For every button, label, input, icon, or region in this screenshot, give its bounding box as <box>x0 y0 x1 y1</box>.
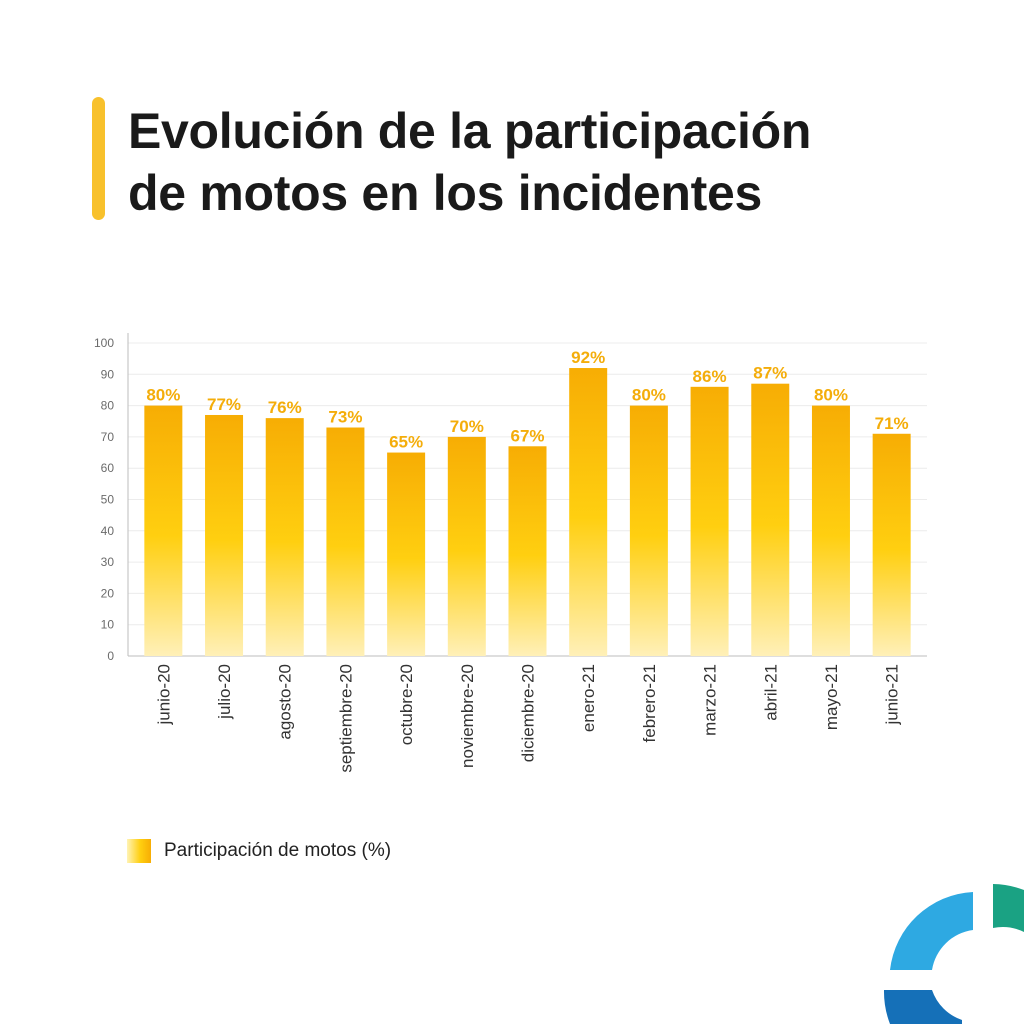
x-tick-label: noviembre-20 <box>458 664 477 768</box>
chart-bars <box>144 368 911 656</box>
logo-segment-light-blue <box>890 892 973 970</box>
bar-value-label: 80% <box>146 386 180 405</box>
bar <box>690 386 729 656</box>
bar-value-label: 76% <box>268 398 302 417</box>
bar-value-label: 65% <box>389 433 423 452</box>
y-tick-label: 0 <box>107 649 114 663</box>
x-tick-label: diciembre-20 <box>519 664 538 762</box>
bar-value-label: 87% <box>753 364 787 383</box>
chart-labels: 80% junio-20 77% julio-20 76% agosto-20 73% sep… <box>146 348 908 773</box>
x-tick-label: octubre-20 <box>397 664 416 745</box>
bar <box>205 414 244 656</box>
ring-logo-icon <box>883 884 1024 1024</box>
chart-legend: Participación de motos (%) <box>127 839 391 863</box>
page-title: Evolución de la participación de motos e… <box>128 100 948 224</box>
bar-value-label: 80% <box>632 386 666 405</box>
bar-value-label: 86% <box>693 367 727 386</box>
bar-value-label: 92% <box>571 348 605 367</box>
bar-value-label: 77% <box>207 395 241 414</box>
x-tick-label: febrero-21 <box>640 664 659 742</box>
bar <box>144 405 183 656</box>
y-tick-label: 50 <box>101 493 115 507</box>
logo-segment-green <box>993 884 1024 932</box>
y-tick-label: 30 <box>101 555 115 569</box>
y-tick-label: 100 <box>94 336 114 350</box>
x-tick-label: agosto-20 <box>276 664 295 740</box>
bar <box>811 405 850 656</box>
x-tick-label: enero-21 <box>579 664 598 732</box>
x-tick-label: junio-21 <box>883 664 902 726</box>
bar-value-label: 70% <box>450 417 484 436</box>
y-tick-label: 20 <box>101 586 115 600</box>
title-line-2: de motos en los incidentes <box>128 165 762 221</box>
x-tick-label: marzo-21 <box>701 664 720 736</box>
bar-value-label: 80% <box>814 386 848 405</box>
title-accent-bar <box>92 97 105 220</box>
bar <box>569 368 608 656</box>
bar-value-label: 67% <box>510 426 544 445</box>
bar <box>387 452 426 656</box>
bar <box>872 433 911 656</box>
x-tick-label: abril-21 <box>761 664 780 721</box>
bar <box>629 405 668 656</box>
logo-segment-dark-blue <box>883 990 962 1024</box>
bar <box>447 436 486 656</box>
legend-label: Participación de motos (%) <box>164 840 392 861</box>
bar-value-label: 71% <box>875 414 909 433</box>
x-tick-label: junio-20 <box>154 664 173 726</box>
x-tick-label: mayo-21 <box>822 664 841 730</box>
chart-axes: 0 10 20 30 40 50 60 70 80 90 100 <box>94 333 927 663</box>
x-tick-label: septiembre-20 <box>336 664 355 773</box>
y-tick-label: 60 <box>101 461 115 475</box>
legend-swatch <box>127 839 151 863</box>
y-tick-label: 10 <box>101 618 115 632</box>
y-tick-label: 90 <box>101 367 115 381</box>
bar <box>508 446 547 656</box>
bar <box>326 427 365 656</box>
y-tick-label: 40 <box>101 524 115 538</box>
x-tick-label: julio-20 <box>215 664 234 720</box>
title-line-1: Evolución de la participación <box>128 103 812 159</box>
y-tick-label: 80 <box>101 399 115 413</box>
bar-chart: 0 10 20 30 40 50 60 70 80 90 100 80% junio-20 77% jul… <box>94 333 927 773</box>
y-tick-label: 70 <box>101 430 115 444</box>
bar-value-label: 73% <box>328 408 362 427</box>
bar <box>751 383 790 656</box>
bar <box>265 418 304 656</box>
